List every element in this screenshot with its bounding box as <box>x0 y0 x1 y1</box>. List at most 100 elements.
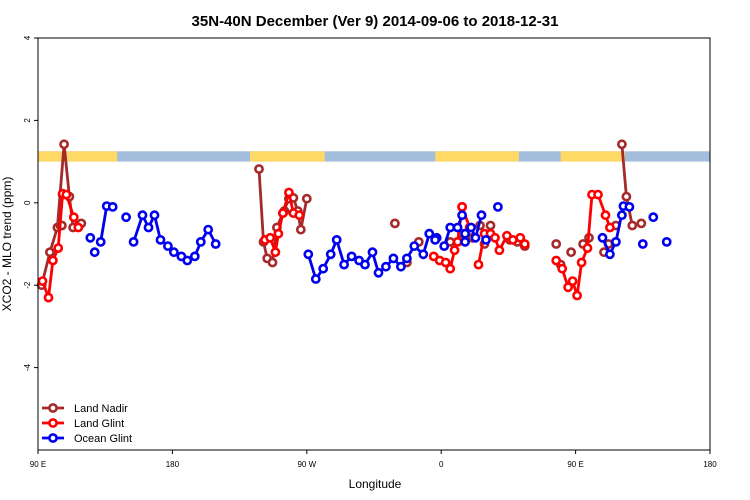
data-point <box>43 292 54 303</box>
data-point <box>593 189 603 200</box>
data-point <box>295 224 306 235</box>
data-point <box>283 187 294 198</box>
data-point <box>457 210 467 221</box>
data-point <box>85 232 96 243</box>
data-point <box>294 210 305 221</box>
data-point <box>254 164 264 174</box>
data-point <box>53 243 64 253</box>
legend-item: Land Nadir <box>42 403 128 415</box>
series-line <box>99 205 109 243</box>
data-point <box>567 276 578 286</box>
data-point <box>277 208 288 218</box>
data-point <box>449 245 460 256</box>
x-tick-label: 90 E <box>567 460 583 469</box>
data-point <box>155 234 166 245</box>
legend-swatch-point <box>48 403 58 413</box>
data-point <box>59 139 69 150</box>
y-axis-label: XCO2 - MLO trend (ppm) <box>0 177 14 312</box>
series-ocean-glint <box>85 201 672 284</box>
x-axis: 90 E 180 90 W 0 90 E 180 <box>30 450 717 469</box>
data-point <box>476 210 487 221</box>
data-point <box>360 259 370 270</box>
data-point <box>566 247 576 258</box>
chart-title: 35N-40N December (Ver 9) 2014-09-06 to 2… <box>192 13 559 30</box>
data-point <box>189 251 200 262</box>
data-point <box>600 210 611 221</box>
data-point <box>265 232 276 243</box>
legend-item: Land Glint <box>42 418 124 430</box>
data-point <box>267 257 278 268</box>
data-point <box>611 236 621 247</box>
data-point <box>473 259 484 270</box>
legend-swatch-point <box>48 433 58 443</box>
data-point <box>48 255 58 266</box>
legend-label: Ocean Glint <box>74 433 132 445</box>
data-point <box>492 201 503 212</box>
data-point <box>388 253 399 264</box>
data-point <box>301 193 312 204</box>
data-point <box>339 259 349 270</box>
data-point <box>430 234 441 245</box>
plot-frame <box>37 37 711 451</box>
data-point <box>149 210 160 221</box>
data-point <box>605 249 615 260</box>
y-axis: -4 -2 0 2 4 <box>23 35 38 371</box>
data-point <box>636 218 647 229</box>
data-point <box>137 210 148 221</box>
data-point <box>380 261 391 272</box>
series-land-glint <box>37 187 615 303</box>
data-point <box>331 234 342 245</box>
legend-label: Land Glint <box>74 418 124 430</box>
data-point <box>37 276 48 286</box>
data-point <box>61 189 72 200</box>
data-point <box>624 201 635 212</box>
data-point <box>452 236 463 247</box>
data-point <box>445 263 456 274</box>
data-point <box>373 267 384 278</box>
x-tick-label: 90 W <box>297 460 316 469</box>
data-point <box>490 232 500 243</box>
data-point <box>605 222 615 233</box>
data-point <box>182 255 193 266</box>
data-point <box>494 245 505 256</box>
data-point <box>95 236 106 247</box>
data-point <box>409 241 420 251</box>
data-point <box>597 232 608 243</box>
data-point <box>481 234 491 245</box>
data-point <box>89 247 100 258</box>
legend-swatch-point <box>48 418 58 428</box>
data-point <box>270 247 281 258</box>
data-point <box>107 201 118 212</box>
data-point <box>460 236 470 247</box>
series-layer <box>36 139 672 303</box>
data-point <box>576 257 587 268</box>
data-point <box>551 239 562 249</box>
data-point <box>637 239 648 249</box>
land-band-2 <box>435 151 519 162</box>
x-tick-label: 180 <box>166 460 180 469</box>
data-point <box>73 222 84 233</box>
data-point <box>661 236 672 247</box>
data-point <box>162 241 173 251</box>
data-point <box>470 232 481 243</box>
data-point <box>310 274 321 284</box>
data-point <box>401 253 412 264</box>
x-tick-label: 90 E <box>30 460 46 469</box>
data-point <box>617 210 627 221</box>
data-point <box>168 247 179 258</box>
data-point <box>195 236 206 247</box>
ocean-band <box>38 151 710 162</box>
data-point <box>203 224 214 235</box>
data-point <box>627 220 638 231</box>
land-band-3 <box>560 151 625 162</box>
data-point <box>582 243 593 253</box>
data-point <box>346 251 357 262</box>
data-point <box>273 228 284 239</box>
data-point <box>563 282 573 293</box>
data-point <box>418 249 429 260</box>
data-point <box>210 239 221 249</box>
data-point <box>389 218 400 229</box>
data-point <box>457 201 467 212</box>
data-point <box>460 228 470 239</box>
